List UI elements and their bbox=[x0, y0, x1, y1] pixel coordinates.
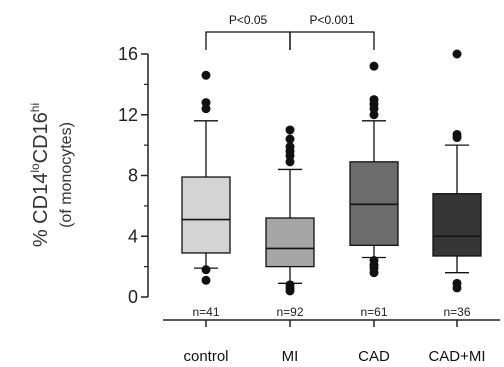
n-label: n=92 bbox=[276, 305, 303, 319]
significance-bracket bbox=[289, 31, 375, 50]
box-control bbox=[181, 176, 231, 254]
y-axis-title-sup-hi: hi bbox=[28, 103, 42, 112]
x-tick-label: MI bbox=[282, 348, 299, 365]
x-tick-label: CAD+MI bbox=[428, 348, 485, 365]
y-tick-label: 16 bbox=[118, 44, 138, 64]
y-axis-title-mid: CD16 bbox=[30, 112, 52, 163]
outlier-point bbox=[285, 134, 295, 144]
outlier-point bbox=[369, 268, 379, 278]
outlier-point bbox=[369, 61, 379, 71]
significance-label: P<0.001 bbox=[309, 13, 354, 27]
x-tick-label: CAD bbox=[358, 348, 390, 365]
outlier-point bbox=[201, 265, 211, 275]
outlier-point bbox=[201, 70, 211, 80]
outlier-point bbox=[452, 133, 462, 143]
significance-label: P<0.05 bbox=[229, 13, 268, 27]
y-tick-label: 8 bbox=[128, 166, 138, 186]
outlier-point bbox=[452, 283, 462, 293]
n-label: n=61 bbox=[360, 305, 387, 319]
outlier-point bbox=[285, 157, 295, 167]
x-tick-label: control bbox=[183, 348, 228, 365]
y-axis-subtitle: (of monocytes) bbox=[58, 122, 75, 228]
outlier-point bbox=[285, 125, 295, 135]
n-label: n=36 bbox=[443, 305, 470, 319]
y-axis-title-prefix: % CD14 bbox=[30, 173, 52, 247]
outlier-point bbox=[201, 104, 211, 114]
box-cad-plus-mi bbox=[432, 193, 482, 257]
outlier-point bbox=[285, 286, 295, 296]
svg-text:% CD14loCD16hi: % CD14loCD16hi bbox=[28, 103, 52, 247]
outlier-point bbox=[369, 110, 379, 120]
y-tick-label: 12 bbox=[118, 105, 138, 125]
y-axis-title: % CD14loCD16hi (of monocytes) bbox=[28, 103, 75, 247]
plot-area: 0 4 8 12 16 n=41 control n=92 MI n=61 CAD n=36 CAD+M… bbox=[118, 13, 500, 365]
y-tick-label: 4 bbox=[128, 226, 138, 246]
significance-bracket bbox=[205, 31, 291, 50]
y-tick-label: 0 bbox=[128, 287, 138, 307]
n-label: n=41 bbox=[192, 305, 219, 319]
box-mi bbox=[265, 217, 315, 268]
outlier-point bbox=[452, 49, 462, 59]
outlier-point bbox=[201, 275, 211, 285]
y-axis-title-sup-lo: lo bbox=[28, 163, 42, 173]
